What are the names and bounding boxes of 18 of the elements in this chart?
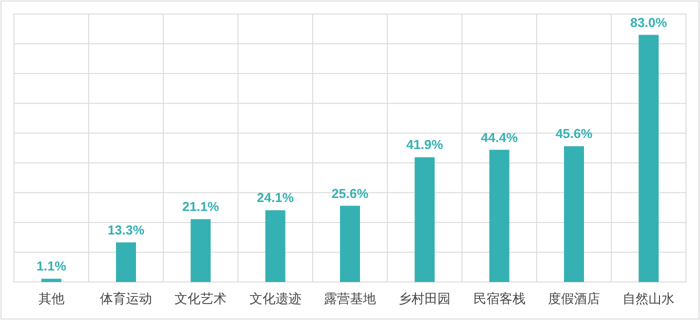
data-label: 44.4% — [480, 130, 518, 145]
x-tick-label: 文化艺术 — [174, 291, 227, 306]
data-label: 41.9% — [406, 137, 444, 152]
data-label: 1.1% — [36, 258, 67, 274]
x-tick-label: 文化遗迹 — [249, 291, 302, 306]
x-tick-label: 民宿客栈 — [473, 291, 526, 306]
x-tick-label: 露营基地 — [324, 291, 376, 306]
data-label: 24.1% — [256, 190, 294, 206]
x-tick-label: 体育运动 — [100, 291, 152, 306]
x-tick-label: 自然山水 — [622, 291, 675, 306]
x-tick-label: 度假酒店 — [548, 291, 600, 306]
data-label: 45.6% — [556, 126, 593, 142]
data-label: 13.3% — [108, 222, 145, 238]
data-label: 25.6% — [332, 186, 369, 201]
data-label: 21.1% — [182, 199, 220, 214]
x-tick-label: 乡村田园 — [398, 291, 451, 306]
data-label: 83.0% — [630, 14, 668, 30]
x-tick-label: 其他 — [38, 291, 64, 306]
